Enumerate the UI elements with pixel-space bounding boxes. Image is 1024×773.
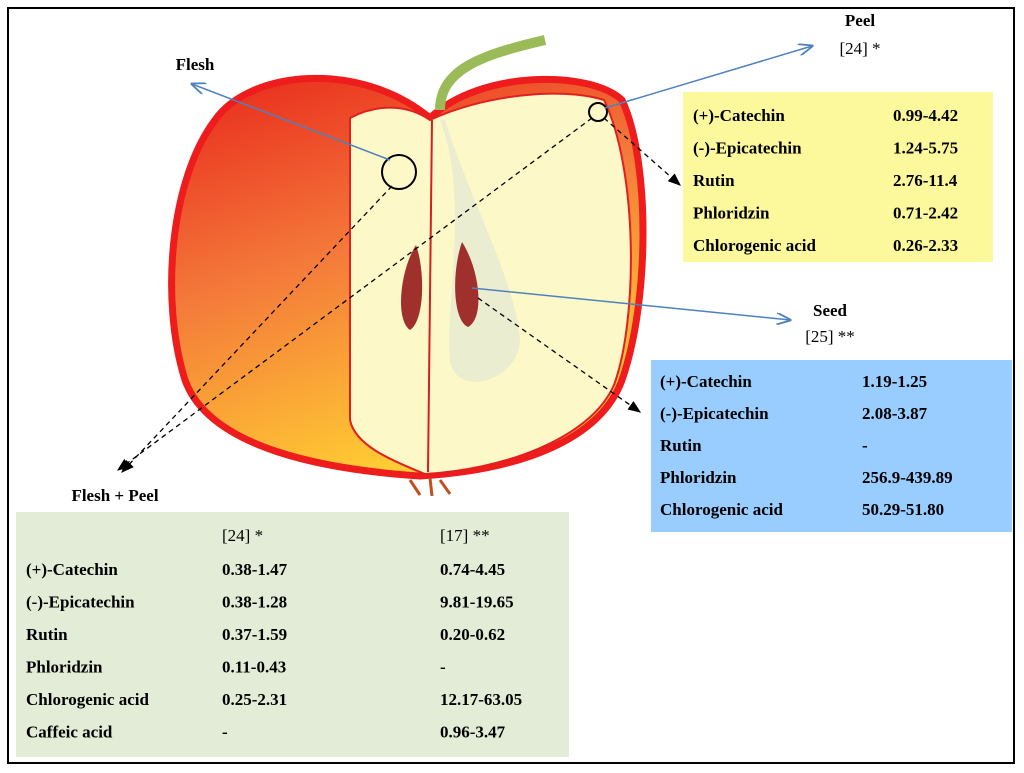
compound-name: Rutin [693, 171, 735, 190]
seed-box [651, 360, 1012, 532]
compound-name: Phloridzin [660, 468, 737, 487]
cell-value: 0.99-4.42 [893, 106, 958, 125]
apple [168, 35, 647, 497]
cell-value: 12.17-63.05 [440, 690, 522, 709]
compound-name: Caffeic acid [26, 722, 113, 741]
cell-value: 9.81-19.65 [440, 592, 514, 611]
cell-value: 0.25-2.31 [222, 690, 287, 709]
column-header: [17] ** [440, 526, 490, 545]
cell-value: 0.96-3.47 [440, 722, 506, 741]
cell-value: 0.11-0.43 [222, 657, 286, 676]
cell-value: - [862, 436, 868, 455]
compound-name: Phloridzin [26, 657, 103, 676]
cell-value: 2.08-3.87 [862, 404, 928, 423]
flesh-label: Flesh [176, 55, 215, 74]
cell-value: - [222, 722, 228, 741]
peel-box [683, 92, 993, 262]
cell-value: 2.76-11.4 [893, 171, 958, 190]
compound-name: Phloridzin [693, 203, 770, 222]
seed-ref: [25] ** [805, 327, 855, 346]
cell-value: 0.26-2.33 [893, 236, 958, 255]
compound-name: Rutin [660, 436, 702, 455]
cell-value: 0.74-4.45 [440, 560, 505, 579]
cell-value: 50.29-51.80 [862, 500, 944, 519]
peel-label: Peel [845, 11, 875, 30]
cell-value: 256.9-439.89 [862, 468, 953, 487]
flesh-peel-label: Flesh + Peel [71, 486, 158, 505]
compound-name: (+)-Catechin [660, 372, 752, 391]
compound-name: (+)-Catechin [693, 106, 785, 125]
compound-name: Chlorogenic acid [660, 500, 783, 519]
compound-name: Rutin [26, 625, 68, 644]
cell-value: 1.24-5.75 [893, 138, 958, 157]
compound-name: (-)-Epicatechin [26, 592, 135, 611]
cell-value: 0.38-1.28 [222, 592, 287, 611]
compound-name: Chlorogenic acid [26, 690, 149, 709]
pointers [116, 46, 812, 473]
cell-value: 0.38-1.47 [222, 560, 288, 579]
cell-value: 1.19-1.25 [862, 372, 927, 391]
column-header: [24] * [222, 526, 263, 545]
seed-label: Seed [813, 301, 848, 320]
flesh-peel-box [16, 512, 569, 757]
cell-value: 0.71-2.42 [893, 203, 958, 222]
compound-name: (-)-Epicatechin [693, 138, 802, 157]
peel-ref: [24] * [839, 39, 880, 58]
compound-name: (-)-Epicatechin [660, 404, 769, 423]
compound-name: (+)-Catechin [26, 560, 118, 579]
compound-name: Chlorogenic acid [693, 236, 816, 255]
cell-value: 0.37-1.59 [222, 625, 287, 644]
cell-value: 0.20-0.62 [440, 625, 505, 644]
cell-value: - [440, 657, 446, 676]
